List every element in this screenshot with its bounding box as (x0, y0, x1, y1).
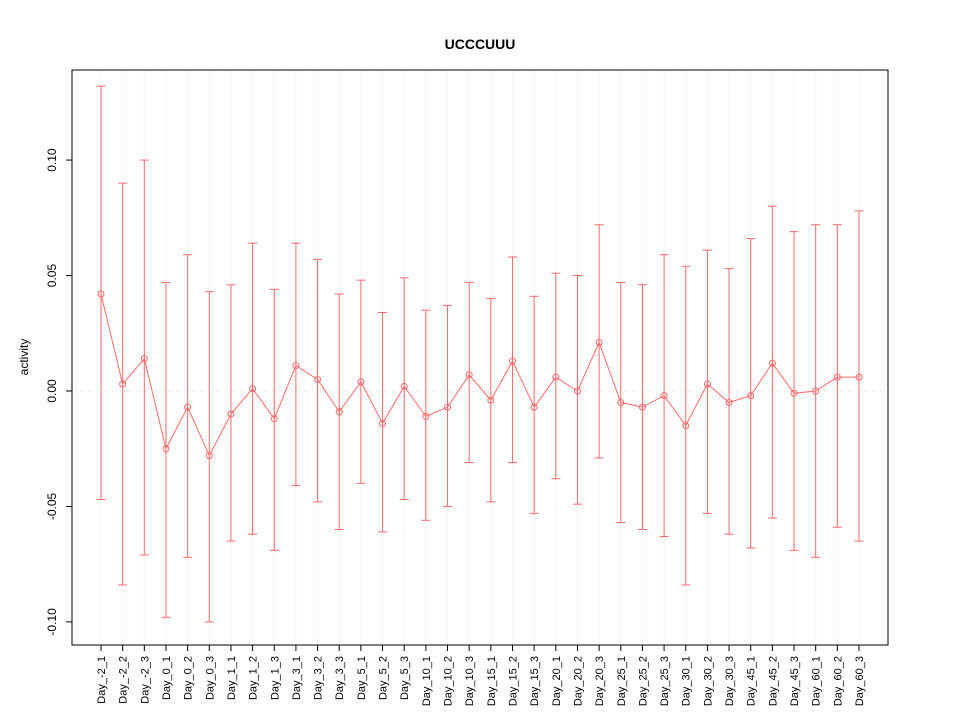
x-tick-label: Day_20_2 (572, 656, 584, 706)
data-point (768, 359, 776, 367)
x-tick-label: Day_30_2 (702, 656, 714, 706)
x-tick-label: Day_0_2 (183, 656, 195, 700)
x-tick-label: Day_-2_3 (139, 656, 151, 704)
x-tick-label: Day_1_3 (269, 656, 281, 700)
data-point (444, 403, 452, 411)
x-tick-label: Day_25_3 (659, 656, 671, 706)
data-point (119, 380, 127, 388)
data-point (855, 373, 863, 381)
x-tick-label: Day_15_1 (486, 656, 498, 706)
x-tick-label: Day_25_2 (637, 656, 649, 706)
data-point (422, 412, 430, 420)
data-point (703, 380, 711, 388)
x-tick-label: Day_45_2 (767, 656, 779, 706)
x-tick-label: Day_20_1 (551, 656, 563, 706)
x-tick-label: Day_3_1 (291, 656, 303, 700)
x-tick-label: Day_-2_2 (118, 656, 130, 704)
y-tick-label: 0.05 (45, 264, 59, 288)
data-point (314, 375, 322, 383)
x-tick-label: Day_25_1 (616, 656, 628, 706)
data-point (617, 399, 625, 407)
x-tick-label: Day_15_3 (529, 656, 541, 706)
x-tick-label: Day_1_2 (248, 656, 260, 700)
data-point (292, 362, 300, 370)
data-point (682, 422, 690, 430)
data-point (162, 445, 170, 453)
data-point (335, 408, 343, 416)
data-point (205, 452, 213, 460)
data-point (184, 403, 192, 411)
data-point (508, 357, 516, 365)
data-point (790, 389, 798, 397)
x-tick-label: Day_0_1 (161, 656, 173, 700)
y-tick-label: -0.05 (45, 492, 59, 520)
data-point (357, 378, 365, 386)
x-tick-label: Day_1_1 (226, 656, 238, 700)
data-point (140, 355, 148, 363)
data-point (552, 373, 560, 381)
x-tick-label: Day_60_1 (811, 656, 823, 706)
data-point (487, 396, 495, 404)
data-point (465, 371, 473, 379)
data-point (725, 399, 733, 407)
x-tick-label: Day_20_3 (594, 656, 606, 706)
x-tick-label: Day_-2_1 (96, 656, 108, 704)
data-point (227, 410, 235, 418)
plot-box (71, 69, 889, 646)
y-tick-label: -0.10 (45, 608, 59, 636)
x-tick-label: Day_5_1 (356, 656, 368, 700)
series-line (100, 293, 859, 457)
x-tick-label: Day_0_3 (204, 656, 216, 700)
data-point (530, 403, 538, 411)
x-tick-label: Day_60_3 (854, 656, 866, 706)
x-tick-label: Day_30_1 (681, 656, 693, 706)
y-tick-label: 0.00 (45, 379, 59, 403)
data-point (270, 415, 278, 423)
data-point (660, 392, 668, 400)
chart-title: UCCCUUU (444, 36, 516, 52)
data-point (833, 373, 841, 381)
x-tick-label: Day_3_3 (334, 656, 346, 700)
data-point (97, 290, 105, 298)
data-point (379, 419, 387, 427)
data-point (400, 382, 408, 390)
x-tick-label: Day_60_2 (832, 656, 844, 706)
data-point (638, 403, 646, 411)
x-tick-label: Day_15_2 (507, 656, 519, 706)
x-tick-label: Day_10_2 (443, 656, 455, 706)
x-tick-label: Day_10_3 (464, 656, 476, 706)
data-point (249, 385, 257, 393)
x-tick-label: Day_5_2 (378, 656, 390, 700)
data-point (812, 387, 820, 395)
x-tick-label: Day_10_1 (421, 656, 433, 706)
x-tick-label: Day_45_1 (746, 656, 758, 706)
x-tick-label: Day_5_3 (399, 656, 411, 700)
y-tick-label: 0.10 (45, 148, 59, 172)
data-point (595, 338, 603, 346)
x-tick-label: Day_45_3 (789, 656, 801, 706)
x-tick-label: Day_30_3 (724, 656, 736, 706)
data-point (573, 387, 581, 395)
data-point (747, 392, 755, 400)
x-tick-label: Day_3_2 (313, 656, 325, 700)
